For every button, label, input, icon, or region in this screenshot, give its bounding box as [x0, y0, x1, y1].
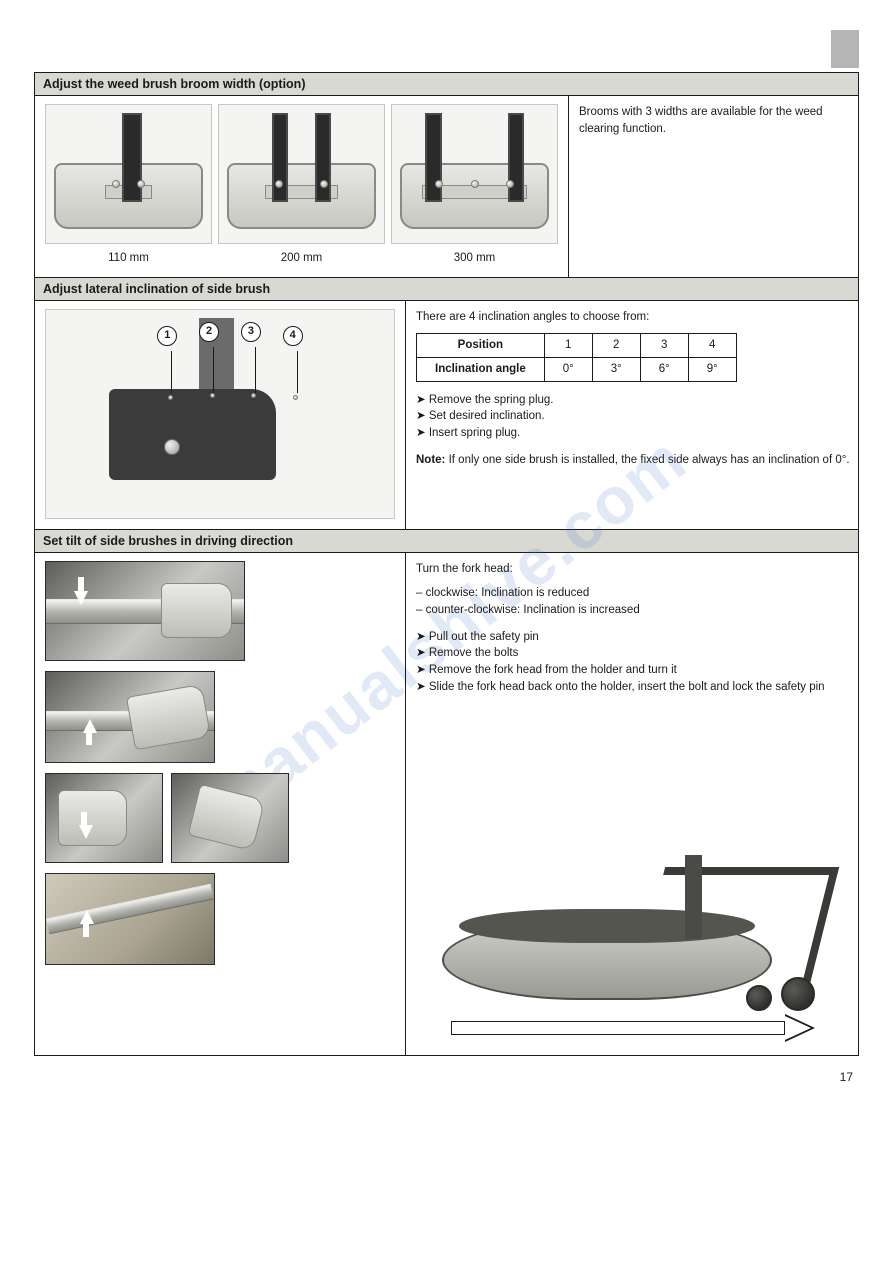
s3-step1: ➤ Pull out the safety pin [416, 629, 850, 646]
pos-2: 2 [592, 334, 640, 358]
s2-step2: ➤ Set desired inclination. [416, 408, 850, 425]
pos-3: 3 [640, 334, 688, 358]
s3-step2: ➤ Remove the bolts [416, 645, 850, 662]
s2-step1: ➤ Remove the spring plug. [416, 392, 850, 409]
photo-reassemble [45, 873, 215, 965]
ang-3: 6° [640, 358, 688, 382]
broom-dim-b: 200 mm [218, 250, 385, 267]
section2-title: Adjust lateral inclination of side brush [35, 278, 858, 301]
th-angle: Inclination angle [417, 358, 545, 382]
s2-note-body: If only one side brush is installed, the… [449, 454, 850, 466]
ang-4: 9° [688, 358, 736, 382]
section3-intro: Turn the fork head: [416, 561, 850, 578]
driving-direction-arrow [451, 1014, 816, 1042]
section-broom-width: Adjust the weed brush broom width (optio… [34, 72, 859, 278]
s3-step4: ➤ Slide the fork head back onto the hold… [416, 679, 850, 696]
rotation-ccw: – counter-clockwise: Inclination is incr… [416, 602, 850, 619]
pos-4: 4 [688, 334, 736, 358]
pos-1: 1 [544, 334, 592, 358]
broom-dim-c: 300 mm [391, 250, 558, 267]
inclination-figure: 1 2 3 4 [45, 309, 395, 519]
photo-remove-bolts [45, 671, 215, 763]
section-lateral-inclination: Adjust lateral inclination of side brush… [34, 278, 859, 530]
photo-turn-fork-b [171, 773, 289, 863]
broom-fig-110mm [45, 104, 212, 244]
tilt-diagram [416, 855, 850, 1045]
th-position: Position [417, 334, 545, 358]
s2-step3: ➤ Insert spring plug. [416, 425, 850, 442]
photo-turn-fork-a [45, 773, 163, 863]
broom-dim-a: 110 mm [45, 250, 212, 267]
page-corner-tab [831, 30, 859, 68]
page-number: 17 [34, 1056, 859, 1084]
section2-intro: There are 4 inclination angles to choose… [416, 309, 850, 326]
section1-title: Adjust the weed brush broom width (optio… [35, 73, 858, 96]
s3-step3: ➤ Remove the fork head from the holder a… [416, 662, 850, 679]
callout-1: 1 [157, 326, 177, 346]
manual-page: manualshive.com Adjust the weed brush br… [0, 0, 893, 1124]
callout-4: 4 [283, 326, 303, 346]
broom-fig-300mm [391, 104, 558, 244]
section3-title: Set tilt of side brushes in driving dire… [35, 530, 858, 553]
broom-fig-200mm [218, 104, 385, 244]
s2-note-label: Note: [416, 454, 445, 466]
inclination-table: Position 1 2 3 4 Inclination angle 0° 3°… [416, 333, 737, 381]
ang-1: 0° [544, 358, 592, 382]
section-tilt-driving-direction: Set tilt of side brushes in driving dire… [34, 530, 859, 1057]
rotation-cw: – clockwise: Inclination is reduced [416, 585, 850, 602]
section1-body: Brooms with 3 widths are available for t… [579, 104, 848, 137]
tilt-steps-photos [45, 561, 395, 965]
ang-2: 3° [592, 358, 640, 382]
photo-safety-pin [45, 561, 245, 661]
broom-width-figures [45, 104, 558, 244]
callout-3: 3 [241, 322, 261, 342]
